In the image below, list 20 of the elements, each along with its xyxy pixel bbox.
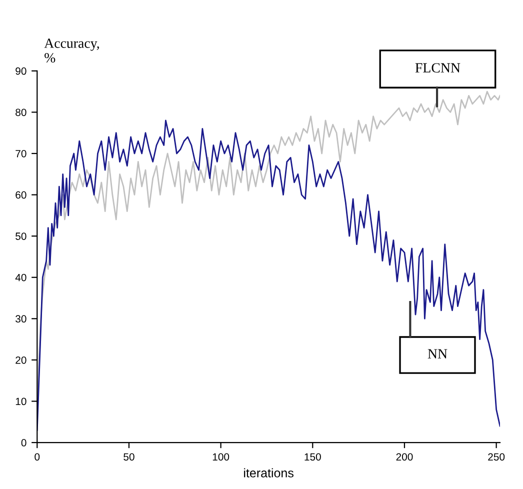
x-tick-label: 250 [488,453,505,461]
text: NN [428,349,448,358]
series-label: FLCNN [415,63,460,73]
y-tick-label: 30 [16,315,26,323]
y-tick-label: 40 [15,274,26,282]
y-axis-title: Accuracy, % [44,38,99,63]
y-tick-label: 20 [16,356,26,364]
y-tick-label: 0 [21,439,26,446]
x-tick-label: 150 [304,453,321,461]
x-tick-label: 100 [212,453,230,461]
y-tick-label: 60 [16,191,26,199]
x-tick-label: 0 [34,453,40,461]
y-tick-label: 70 [16,150,26,158]
y-tick-label: 80 [16,108,26,116]
x-axis-title: iterations [244,468,294,478]
x-tick-label: 50 [124,453,134,461]
x-tick-label: 200 [396,453,413,461]
y-tick-label: 50 [16,232,26,240]
y-tick-label: 10 [16,398,26,406]
y-tick-label: 90 [16,67,26,75]
